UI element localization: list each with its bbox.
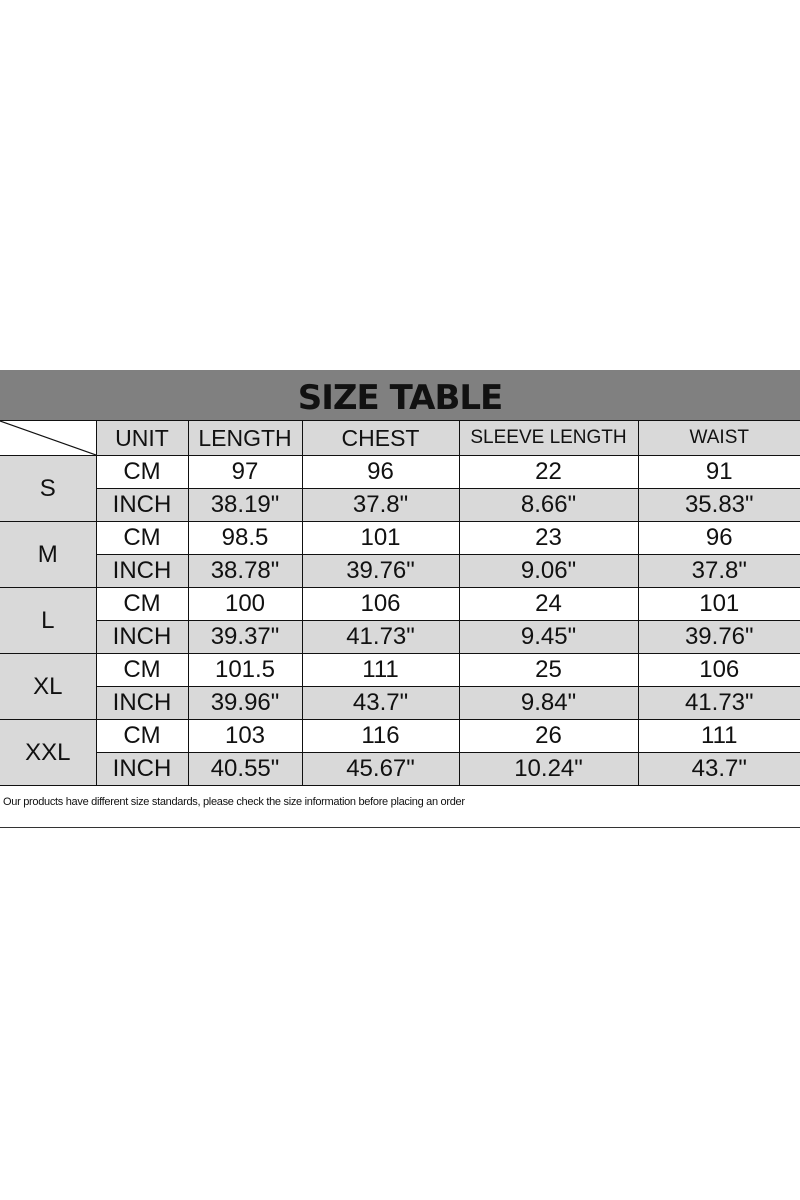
value-cell: 23: [458, 521, 639, 555]
value-cell: 116: [301, 719, 460, 753]
value-cell: 91: [637, 455, 800, 489]
unit-cell: CM: [95, 455, 189, 489]
value-cell: 96: [637, 521, 800, 555]
value-cell: 98.5: [187, 521, 303, 555]
value-cell: 22: [458, 455, 639, 489]
size-label: XXL: [0, 719, 97, 786]
size-label: S: [0, 455, 97, 522]
value-cell: 35.83": [637, 488, 800, 522]
value-cell: 9.45": [458, 620, 639, 654]
header-unit: UNIT: [95, 420, 189, 456]
unit-cell: INCH: [95, 620, 189, 654]
value-cell: 97: [187, 455, 303, 489]
table-row-inch: INCH 40.55" 45.67" 10.24" 43.7": [0, 752, 800, 786]
size-label: XL: [0, 653, 97, 720]
unit-cell: INCH: [95, 488, 189, 522]
unit-cell: INCH: [95, 554, 189, 588]
unit-cell: CM: [95, 719, 189, 753]
value-cell: 103: [187, 719, 303, 753]
size-label: L: [0, 587, 97, 654]
value-cell: 100: [187, 587, 303, 621]
value-cell: 101.5: [187, 653, 303, 687]
value-cell: 8.66": [458, 488, 639, 522]
value-cell: 38.19": [187, 488, 303, 522]
corner-cell: [0, 420, 97, 456]
table-row-cm: S CM 97 96 22 91: [0, 455, 800, 522]
header-length: LENGTH: [187, 420, 303, 456]
header-chest: CHEST: [301, 420, 460, 456]
value-cell: 24: [458, 587, 639, 621]
unit-cell: INCH: [95, 686, 189, 720]
value-cell: 39.76": [301, 554, 460, 588]
value-cell: 40.55": [187, 752, 303, 786]
unit-cell: CM: [95, 521, 189, 555]
value-cell: 25: [458, 653, 639, 687]
size-table-title: SIZE TABLE: [0, 370, 800, 420]
value-cell: 41.73": [637, 686, 800, 720]
diagonal-line: [0, 421, 96, 455]
header-sleeve-length: SLEEVE LENGTH: [458, 420, 639, 456]
value-cell: 111: [301, 653, 460, 687]
table-row-cm: M CM 98.5 101 23 96: [0, 521, 800, 588]
value-cell: 38.78": [187, 554, 303, 588]
table-row-inch: INCH 39.37" 41.73" 9.45" 39.76": [0, 620, 800, 654]
value-cell: 111: [637, 719, 800, 753]
value-cell: 9.06": [458, 554, 639, 588]
value-cell: 37.8": [301, 488, 460, 522]
value-cell: 9.84": [458, 686, 639, 720]
table-row-inch: INCH 38.78" 39.76" 9.06" 37.8": [0, 554, 800, 588]
value-cell: 39.76": [637, 620, 800, 654]
value-cell: 39.96": [187, 686, 303, 720]
value-cell: 37.8": [637, 554, 800, 588]
value-cell: 96: [301, 455, 460, 489]
divider: [0, 827, 800, 828]
value-cell: 39.37": [187, 620, 303, 654]
value-cell: 10.24": [458, 752, 639, 786]
header-waist: WAIST: [637, 420, 800, 456]
value-cell: 101: [301, 521, 460, 555]
unit-cell: CM: [95, 587, 189, 621]
value-cell: 101: [637, 587, 800, 621]
value-cell: 43.7": [301, 686, 460, 720]
unit-cell: CM: [95, 653, 189, 687]
value-cell: 45.67": [301, 752, 460, 786]
size-label: M: [0, 521, 97, 588]
value-cell: 106: [637, 653, 800, 687]
header-row: UNIT LENGTH CHEST SLEEVE LENGTH WAIST: [0, 420, 800, 456]
value-cell: 43.7": [637, 752, 800, 786]
value-cell: 26: [458, 719, 639, 753]
value-cell: 106: [301, 587, 460, 621]
size-note: Our products have different size standar…: [3, 796, 465, 808]
table-row-inch: INCH 38.19" 37.8" 8.66" 35.83": [0, 488, 800, 522]
table-row-cm: XL CM 101.5 111 25 106: [0, 653, 800, 720]
table-row-cm: XXL CM 103 116 26 111: [0, 719, 800, 786]
table-row-cm: L CM 100 106 24 101: [0, 587, 800, 654]
table-row-inch: INCH 39.96" 43.7" 9.84" 41.73": [0, 686, 800, 720]
value-cell: 41.73": [301, 620, 460, 654]
unit-cell: INCH: [95, 752, 189, 786]
